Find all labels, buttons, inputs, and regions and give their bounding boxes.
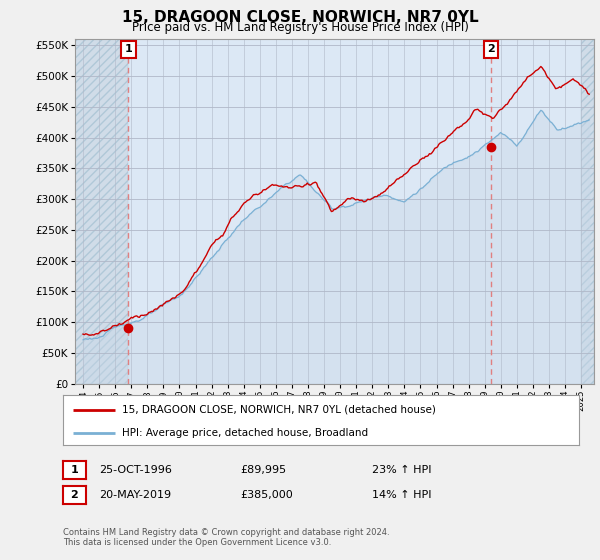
Text: 23% ↑ HPI: 23% ↑ HPI — [372, 465, 431, 475]
Polygon shape — [581, 15, 594, 384]
Text: £385,000: £385,000 — [240, 490, 293, 500]
Text: Price paid vs. HM Land Registry's House Price Index (HPI): Price paid vs. HM Land Registry's House … — [131, 21, 469, 34]
Text: 2: 2 — [487, 44, 495, 54]
Text: 25-OCT-1996: 25-OCT-1996 — [99, 465, 172, 475]
Text: 14% ↑ HPI: 14% ↑ HPI — [372, 490, 431, 500]
Text: 15, DRAGOON CLOSE, NORWICH, NR7 0YL: 15, DRAGOON CLOSE, NORWICH, NR7 0YL — [122, 10, 478, 25]
Text: £89,995: £89,995 — [240, 465, 286, 475]
Text: 15, DRAGOON CLOSE, NORWICH, NR7 0YL (detached house): 15, DRAGOON CLOSE, NORWICH, NR7 0YL (det… — [122, 405, 436, 415]
Text: 2: 2 — [71, 490, 78, 500]
Text: 1: 1 — [124, 44, 132, 54]
Text: HPI: Average price, detached house, Broadland: HPI: Average price, detached house, Broa… — [122, 428, 368, 437]
Polygon shape — [75, 15, 128, 384]
Text: Contains HM Land Registry data © Crown copyright and database right 2024.
This d: Contains HM Land Registry data © Crown c… — [63, 528, 389, 547]
Text: 20-MAY-2019: 20-MAY-2019 — [99, 490, 171, 500]
Text: 1: 1 — [71, 465, 78, 475]
